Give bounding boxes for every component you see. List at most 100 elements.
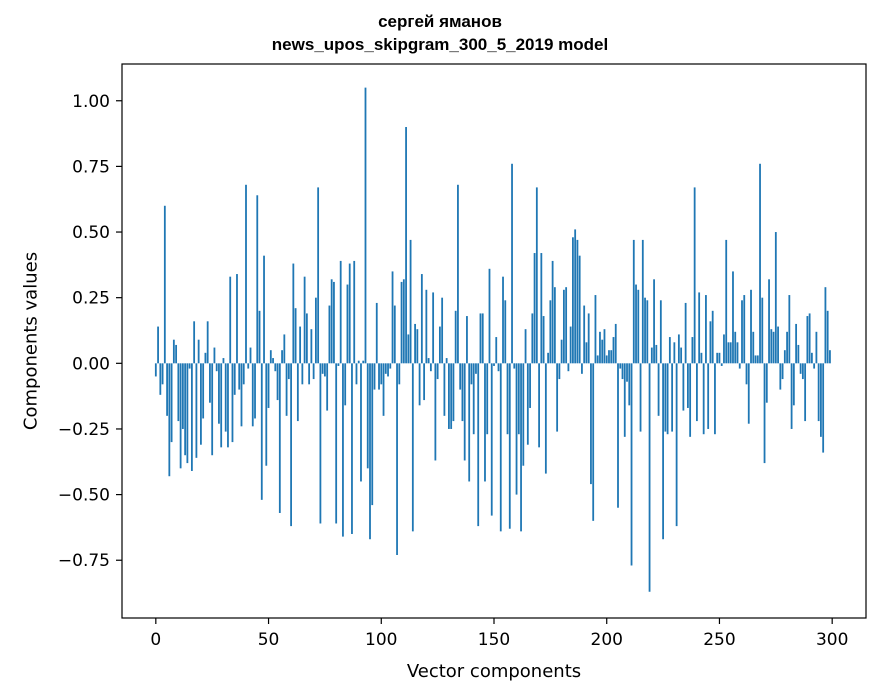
bar bbox=[342, 363, 344, 537]
bar bbox=[335, 363, 338, 524]
bar bbox=[551, 260, 554, 364]
bar bbox=[637, 289, 640, 364]
bar bbox=[610, 350, 613, 364]
bar bbox=[283, 334, 286, 364]
bar bbox=[294, 308, 297, 364]
bar bbox=[170, 363, 173, 443]
bar bbox=[806, 316, 809, 364]
bar bbox=[409, 239, 412, 364]
bar bbox=[242, 363, 245, 385]
bar bbox=[714, 363, 716, 435]
bar bbox=[768, 279, 770, 364]
bar bbox=[218, 363, 220, 424]
bar bbox=[770, 329, 773, 364]
bar bbox=[348, 263, 351, 364]
bar bbox=[287, 363, 290, 380]
bar bbox=[362, 360, 365, 364]
bar bbox=[393, 305, 396, 364]
bar bbox=[193, 321, 196, 364]
bar bbox=[260, 363, 263, 500]
bar bbox=[184, 363, 187, 456]
bar bbox=[249, 347, 252, 364]
bar bbox=[233, 363, 236, 395]
bar bbox=[488, 268, 491, 364]
x-tick-label: 0 bbox=[150, 630, 161, 650]
bar bbox=[626, 363, 628, 382]
bar bbox=[355, 363, 358, 385]
bar bbox=[725, 239, 728, 364]
bar bbox=[709, 321, 712, 364]
bar bbox=[529, 363, 531, 408]
bar bbox=[790, 363, 793, 429]
bar bbox=[159, 363, 162, 395]
bar bbox=[648, 363, 651, 592]
bar bbox=[202, 363, 205, 419]
bar bbox=[366, 363, 369, 469]
y-axis-label: Components values bbox=[20, 252, 41, 430]
x-tick-label: 50 bbox=[258, 630, 280, 650]
bar bbox=[795, 323, 798, 364]
bar bbox=[792, 363, 795, 406]
bar bbox=[641, 239, 644, 364]
bar bbox=[524, 329, 527, 364]
bar bbox=[190, 363, 193, 471]
bar bbox=[732, 271, 734, 364]
bar bbox=[470, 363, 473, 385]
bar bbox=[384, 363, 387, 374]
bar bbox=[817, 363, 820, 422]
bar bbox=[186, 363, 189, 464]
bar bbox=[765, 363, 768, 403]
bar bbox=[680, 347, 683, 364]
bar bbox=[256, 195, 259, 364]
bar bbox=[319, 363, 322, 524]
bar bbox=[560, 339, 563, 364]
bar bbox=[463, 363, 466, 461]
x-tick-label: 100 bbox=[365, 630, 397, 650]
bar bbox=[677, 334, 680, 364]
bar bbox=[653, 279, 655, 364]
bar bbox=[305, 313, 308, 364]
bar bbox=[520, 363, 522, 532]
bar bbox=[590, 363, 592, 485]
bars-group bbox=[154, 87, 831, 592]
bar bbox=[276, 363, 279, 401]
bar bbox=[317, 187, 320, 364]
bar bbox=[324, 363, 326, 377]
bar bbox=[788, 295, 791, 364]
bar bbox=[157, 326, 159, 364]
bar bbox=[378, 363, 380, 390]
bar bbox=[558, 363, 561, 380]
bar bbox=[743, 295, 746, 364]
bar bbox=[227, 363, 229, 448]
bar bbox=[797, 344, 800, 364]
bar bbox=[666, 363, 669, 435]
bar bbox=[585, 342, 588, 364]
bar bbox=[247, 363, 250, 369]
bar bbox=[163, 205, 166, 364]
bar bbox=[693, 187, 696, 364]
bar bbox=[333, 281, 335, 364]
bar bbox=[761, 297, 764, 364]
bar bbox=[635, 284, 637, 364]
bar bbox=[779, 363, 782, 390]
bar bbox=[292, 263, 295, 364]
bar bbox=[328, 305, 331, 364]
bar bbox=[429, 363, 432, 372]
bar bbox=[351, 363, 353, 534]
bar bbox=[425, 289, 428, 364]
bar bbox=[696, 363, 698, 422]
bar bbox=[592, 363, 595, 521]
bar bbox=[565, 287, 568, 364]
bar bbox=[380, 363, 383, 385]
bar bbox=[829, 350, 831, 364]
bar bbox=[734, 331, 737, 364]
bar bbox=[511, 163, 513, 364]
bar bbox=[197, 339, 200, 364]
bar bbox=[364, 87, 367, 364]
y-tick-label: 0.50 bbox=[72, 223, 110, 243]
chart-subtitle: news_upos_skipgram_300_5_2019 model bbox=[271, 35, 609, 54]
bar bbox=[486, 363, 489, 435]
bar bbox=[556, 363, 559, 432]
bar bbox=[154, 363, 157, 377]
bar bbox=[177, 363, 180, 422]
